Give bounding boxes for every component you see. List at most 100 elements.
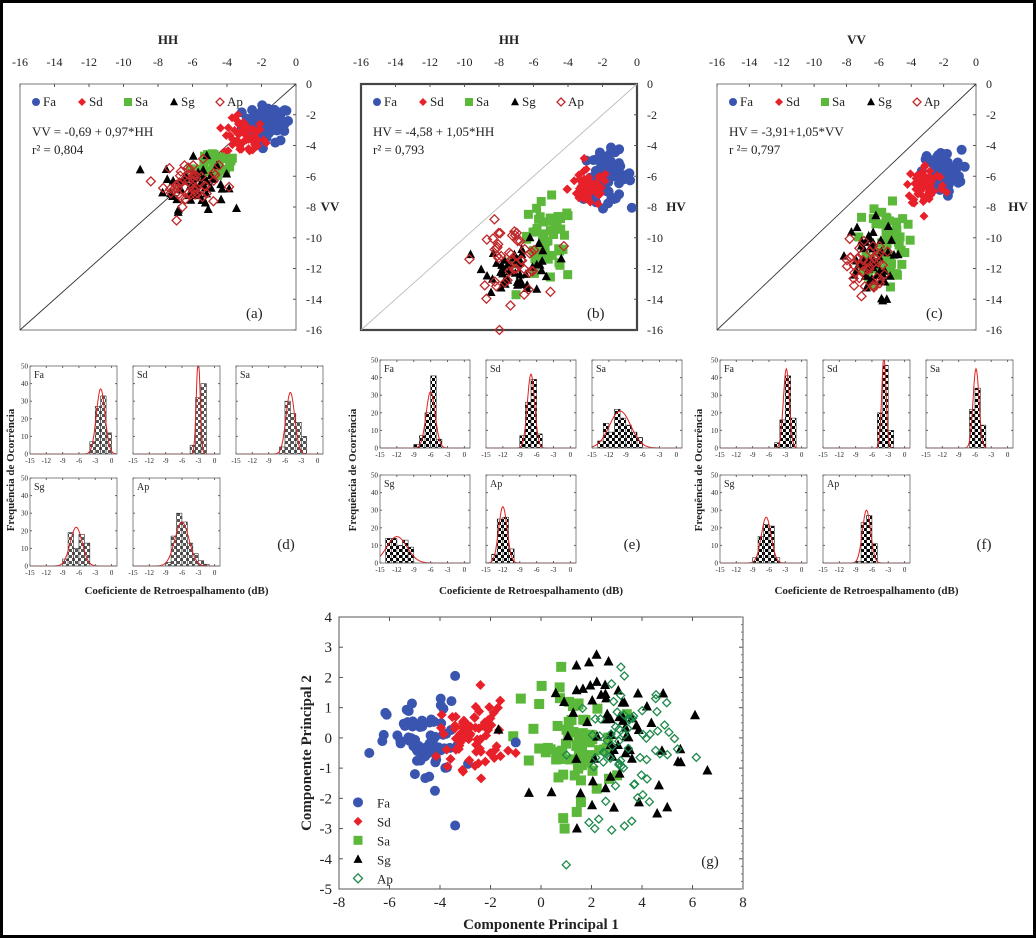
point-sa — [563, 270, 573, 280]
point-sd — [470, 722, 481, 733]
point-sg — [206, 183, 216, 192]
x-tick-label: -6 — [534, 451, 540, 459]
point-sg — [493, 724, 504, 734]
y-axis-title: Componente Principal 2 — [299, 675, 315, 831]
point-sg — [652, 807, 663, 818]
x-tick-label: -15 — [818, 451, 828, 459]
histogram-bar — [284, 400, 291, 455]
point-sa — [896, 245, 906, 255]
point-sd — [470, 701, 481, 712]
point-ap — [652, 706, 662, 717]
x-tick-label: -9 — [163, 457, 169, 465]
point-sg — [532, 284, 542, 293]
x-tick-label: -12 — [42, 569, 52, 577]
x-tick-label: -12 — [81, 55, 97, 69]
point-ap — [642, 774, 652, 784]
x-tick-label: 0 — [569, 566, 573, 574]
point-sd — [916, 189, 926, 199]
point-sd — [483, 715, 494, 726]
point-sa — [573, 698, 584, 709]
y-tick-label: -10 — [986, 231, 1002, 245]
point-sa — [557, 745, 568, 756]
point-ap — [561, 859, 572, 870]
point-sa — [571, 806, 582, 817]
point-sg — [203, 204, 213, 214]
point-sg — [626, 753, 637, 763]
point-sg — [217, 184, 227, 193]
legend-label-sd: Sd — [430, 94, 444, 109]
data-points — [364, 649, 713, 870]
x-tick-label: -6 — [640, 451, 646, 459]
histogram-bar — [300, 436, 307, 455]
histogram-bar — [496, 518, 504, 564]
legend: Fa Sd Sa Sg Ap — [729, 94, 940, 109]
point-ap — [623, 743, 634, 754]
point-fa — [430, 731, 441, 742]
point-sd — [449, 723, 460, 734]
point-sa — [539, 229, 549, 239]
point-sd — [920, 160, 930, 170]
point-sa — [201, 155, 211, 165]
point-sd — [469, 760, 480, 771]
point-sd — [905, 169, 915, 179]
y-tick-label: 10 — [711, 427, 719, 435]
point-ap — [879, 269, 891, 280]
histogram-title: Fa — [34, 370, 45, 381]
point-sa — [523, 209, 533, 219]
x-tick-label: -2 — [484, 895, 497, 911]
point-sd — [233, 129, 243, 139]
y-tick-label: -12 — [306, 262, 322, 276]
point-sa — [545, 226, 555, 236]
point-ap — [641, 733, 652, 744]
point-ap — [619, 671, 630, 681]
point-ap — [577, 703, 588, 714]
point-sd — [244, 134, 254, 144]
point-sa — [185, 164, 195, 174]
x-tick-label: -6 — [529, 55, 539, 69]
legend-marker-sg — [511, 97, 519, 106]
point-ap — [494, 227, 506, 239]
point-sg — [212, 160, 222, 170]
regression-equation: VV = -0,69 + 0,97*HH — [32, 124, 153, 139]
x-tick-label: -3 — [782, 451, 788, 459]
point-ap — [622, 723, 633, 734]
histogram-frame — [132, 365, 221, 455]
point-sd — [450, 733, 461, 744]
point-sa — [536, 680, 547, 691]
y-tick-label: 30 — [711, 392, 719, 400]
point-sd — [579, 166, 589, 176]
point-sa — [575, 797, 586, 808]
legend: Fa Sd Sa Sg Ap — [32, 94, 243, 109]
point-sd — [464, 755, 475, 766]
x-tick-label: -6 — [188, 55, 198, 69]
point-sg — [550, 687, 561, 698]
point-fa — [263, 103, 274, 114]
point-sa — [567, 701, 578, 712]
point-sa — [878, 219, 888, 229]
point-ap — [492, 238, 504, 250]
point-ap — [171, 215, 182, 226]
point-sg — [571, 823, 582, 833]
point-sg — [656, 745, 667, 755]
point-fa — [588, 155, 599, 166]
point-ap — [618, 762, 629, 773]
y-axis-title: VV — [321, 199, 340, 214]
y-tick-label: 10 — [711, 542, 719, 550]
point-ap — [173, 178, 185, 190]
point-sg — [614, 768, 625, 778]
point-sg — [702, 764, 713, 775]
legend-label-fa: Fa — [377, 795, 390, 810]
point-sa — [534, 743, 545, 754]
histogram-frame — [379, 359, 471, 449]
y-tick-label: 30 — [21, 510, 29, 518]
point-sg — [601, 692, 612, 703]
point-sd — [445, 753, 456, 764]
legend: Fa Sd Sa Sg Ap — [373, 94, 584, 109]
point-sd — [442, 761, 453, 772]
point-sg — [224, 183, 234, 193]
point-sg — [641, 700, 652, 711]
histogram-title: Sd — [490, 364, 501, 375]
x-tick-label: -9 — [623, 451, 629, 459]
histogram-bar — [187, 542, 194, 567]
point-sg — [585, 679, 596, 690]
